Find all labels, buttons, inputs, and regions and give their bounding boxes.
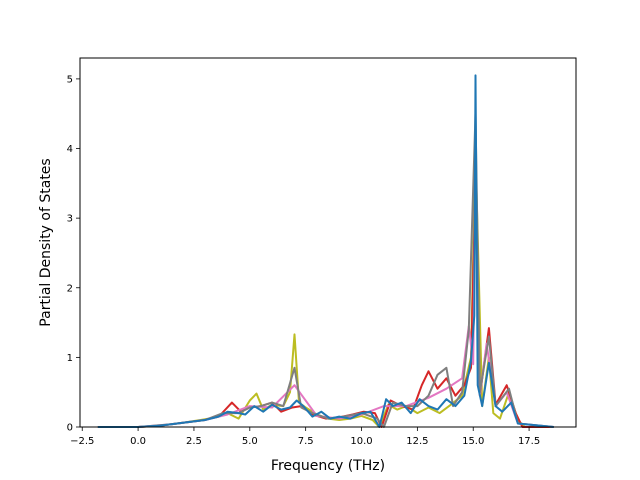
x-tick-label: 15.0	[462, 436, 484, 447]
y-tick-label: 3	[67, 214, 73, 225]
series-line-4	[97, 74, 554, 428]
axes-frame	[79, 57, 577, 428]
y-tick-label: 2	[67, 283, 73, 294]
x-tick-label: 17.5	[518, 436, 540, 447]
y-tick-label: 0	[67, 423, 73, 434]
x-tick-label: 10.0	[350, 436, 372, 447]
x-tick-label: 12.5	[406, 436, 428, 447]
x-tick-label: 7.5	[298, 436, 314, 447]
x-tick-label: −2.5	[70, 436, 94, 447]
y-tick-label: 1	[67, 353, 73, 364]
y-axis-label: Partial Density of States	[38, 158, 54, 326]
x-tick-label: 5.0	[242, 436, 258, 447]
x-tick-label: 2.5	[186, 436, 202, 447]
x-axis-ticks: −2.5 0.0 2.5 5.0 7.5 10.0 12.5 15.0 17.5	[70, 427, 540, 447]
y-axis-ticks: 0 1 2 3 4 5	[67, 74, 80, 434]
x-tick-label: 0.0	[130, 436, 146, 447]
y-tick-label: 5	[67, 74, 73, 85]
y-tick-label: 4	[67, 144, 73, 155]
x-axis-label: Frequency (THz)	[271, 458, 385, 474]
series-layer	[97, 74, 554, 428]
